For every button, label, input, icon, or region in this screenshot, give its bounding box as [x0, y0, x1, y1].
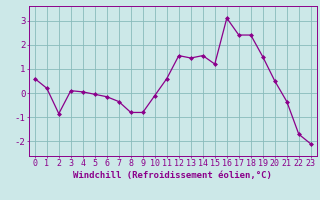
- X-axis label: Windchill (Refroidissement éolien,°C): Windchill (Refroidissement éolien,°C): [73, 171, 272, 180]
